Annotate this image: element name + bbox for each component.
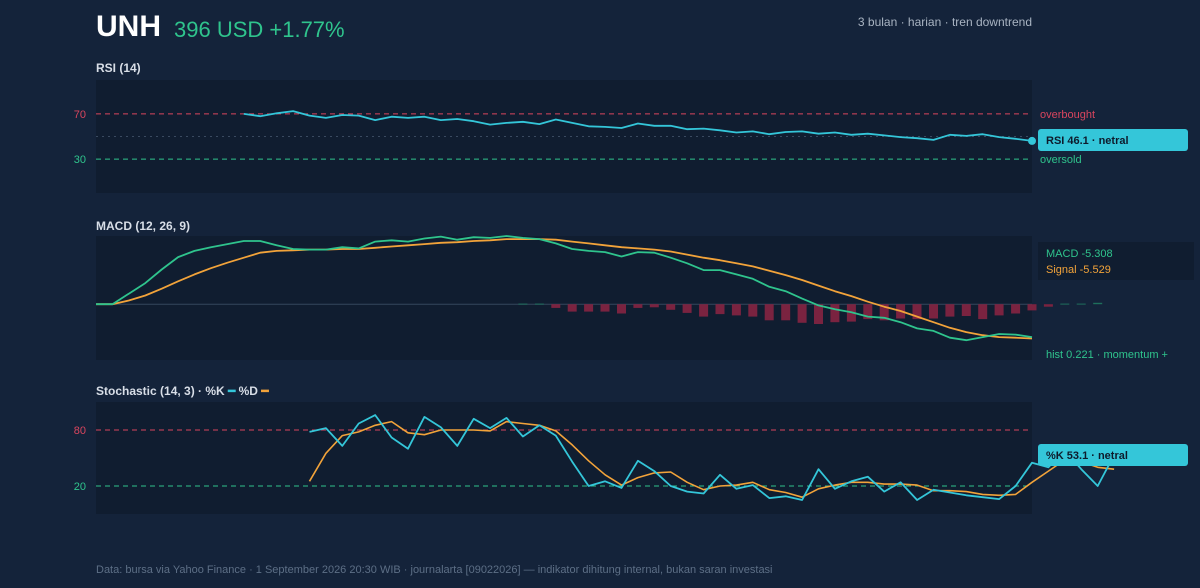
macd-histogram-bar bbox=[748, 304, 758, 317]
macd-histogram-bar bbox=[978, 304, 988, 320]
macd-line bbox=[96, 235, 1033, 342]
macd-histogram-bar bbox=[617, 304, 626, 314]
stoch-title-prefix: Stochastic (14, 3) · bbox=[96, 384, 206, 398]
stoch-badge: %K 53.1 · netral bbox=[1046, 450, 1128, 462]
macd-histogram-bar bbox=[518, 303, 528, 305]
macd-histogram-bar bbox=[945, 304, 955, 317]
macd-histogram-bar bbox=[584, 304, 594, 312]
macd-histogram-bar bbox=[1011, 304, 1021, 314]
macd-histogram-bar bbox=[1093, 302, 1103, 305]
rsi-overbought-label: overbought bbox=[1040, 109, 1095, 121]
rsi-tick-label-30: 30 bbox=[74, 154, 86, 166]
stoch-panel-background bbox=[96, 402, 1032, 514]
macd-histogram-bar bbox=[682, 304, 692, 313]
macd-histogram-bar bbox=[961, 304, 971, 316]
macd-value-label: MACD -5.308 bbox=[1046, 248, 1113, 260]
stoch-d-legend-label: %D bbox=[238, 384, 258, 398]
macd-histogram-bar bbox=[781, 304, 791, 321]
price-change: 396 USD +1.77% bbox=[174, 17, 345, 42]
macd-histogram-bar bbox=[567, 304, 577, 312]
rsi-badge: RSI 46.1 · netral bbox=[1046, 135, 1129, 147]
macd-histogram-bar bbox=[797, 304, 807, 323]
ticker-symbol: UNH bbox=[96, 10, 161, 43]
stoch-k-line bbox=[309, 414, 1115, 501]
macd-histogram-bar bbox=[1043, 304, 1053, 307]
footer-note: Data: bursa via Yahoo Finance · 1 Septem… bbox=[96, 564, 773, 576]
rsi-panel-title: RSI (14) bbox=[96, 61, 141, 75]
macd-histogram-bar bbox=[994, 304, 1004, 316]
macd-histogram-bar bbox=[666, 304, 676, 310]
stoch-tick-label-80: 80 bbox=[74, 425, 86, 437]
period-info: 3 bulan · harian · tren downtrend bbox=[857, 15, 1032, 29]
macd-histogram-bar bbox=[1076, 303, 1086, 305]
stoch-d-legend-swatch: ━ bbox=[261, 384, 269, 398]
rsi-oversold-label: oversold bbox=[1040, 154, 1082, 166]
stoch-k-legend-swatch: ━ bbox=[228, 384, 236, 398]
macd-histogram-bar bbox=[830, 304, 840, 323]
rsi-line bbox=[243, 110, 1033, 142]
rsi-tick-label-70: 70 bbox=[74, 109, 86, 121]
macd-histogram-bar bbox=[879, 304, 889, 321]
stoch-badge-box bbox=[1038, 444, 1188, 466]
macd-legend-box bbox=[1038, 242, 1194, 280]
macd-histogram-bar bbox=[929, 304, 938, 319]
signal-value-label: Signal -5.529 bbox=[1046, 264, 1111, 276]
macd-histogram-bar bbox=[912, 304, 922, 320]
macd-histogram-bar bbox=[551, 304, 561, 308]
macd-histogram-label: hist 0.221 · momentum + bbox=[1046, 349, 1168, 361]
rsi-last-point bbox=[1028, 136, 1036, 145]
rsi-badge-box bbox=[1038, 129, 1188, 151]
stoch-k-legend-label: %K bbox=[205, 384, 225, 398]
macd-histogram-bar bbox=[649, 304, 659, 308]
macd-panel-title: MACD (12, 26, 9) bbox=[96, 219, 191, 233]
macd-panel-background bbox=[96, 236, 1032, 360]
macd-histogram-bar bbox=[633, 304, 643, 308]
macd-histogram-bar bbox=[699, 304, 709, 317]
macd-histogram-bar bbox=[534, 303, 544, 305]
macd-signal-line bbox=[96, 238, 1033, 340]
macd-histogram-bar bbox=[731, 304, 741, 316]
macd-histogram-bar bbox=[764, 304, 774, 321]
stoch-tick-label-20: 20 bbox=[74, 481, 86, 493]
stoch-panel-title: Stochastic (14, 3) · %K ━ %D ━ bbox=[96, 384, 269, 398]
macd-histogram-bar bbox=[814, 304, 823, 324]
macd-histogram-bar bbox=[600, 304, 610, 312]
macd-histogram-bar bbox=[715, 304, 725, 315]
macd-histogram-bar bbox=[1060, 303, 1070, 305]
macd-histogram-bar bbox=[863, 304, 873, 320]
macd-histogram-bar bbox=[1027, 304, 1037, 311]
